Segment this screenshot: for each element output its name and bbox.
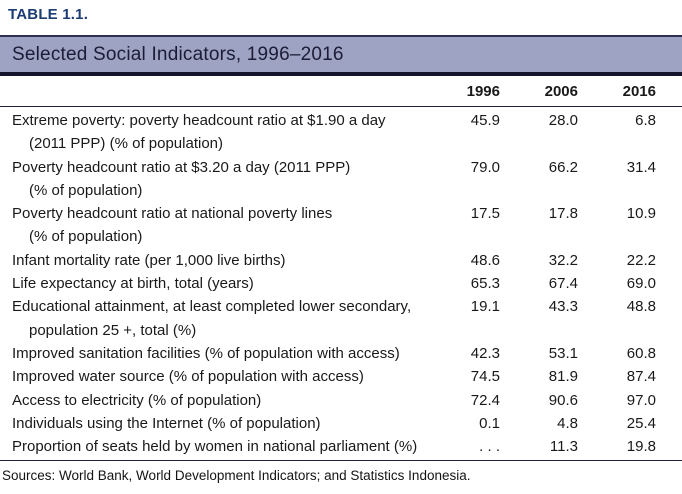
table-row: Life expectancy at birth, total (years) … bbox=[0, 272, 682, 295]
indicator-label: Individuals using the Internet (% of pop… bbox=[12, 414, 321, 432]
column-header-1996: 1996 bbox=[466, 82, 500, 100]
indicator-label: Poverty headcount ratio at national pove… bbox=[12, 205, 333, 246]
value-2006: 28.0 bbox=[548, 112, 578, 129]
value-2006: 11.3 bbox=[549, 438, 578, 456]
value-1996: 65.3 bbox=[470, 275, 500, 293]
value-2016: 22.2 bbox=[626, 251, 656, 269]
column-header-2006: 2006 bbox=[544, 82, 578, 100]
indicator-label: Educational attainment, at least complet… bbox=[12, 298, 412, 339]
value-2006: 66.2 bbox=[548, 158, 578, 176]
indicator-label: Improved sanitation facilities (% of pop… bbox=[12, 344, 400, 362]
table-row: Improved sanitation facilities (% of pop… bbox=[0, 342, 682, 365]
source-band: Sources: World Bank, World Development I… bbox=[0, 460, 682, 485]
value-1996: 45.9 bbox=[470, 112, 500, 129]
value-1996: 74.5 bbox=[470, 368, 500, 386]
value-2006: 4.8 bbox=[557, 414, 578, 432]
value-2016: 97.0 bbox=[626, 391, 656, 409]
value-2016: 25.4 bbox=[626, 414, 656, 432]
table-row: Infant mortality rate (per 1,000 live bi… bbox=[0, 249, 682, 272]
value-2006: 67.4 bbox=[548, 275, 578, 293]
value-2006: 81.9 bbox=[548, 368, 578, 386]
table-title: Selected Social Indicators, 1996–2016 bbox=[12, 43, 344, 65]
indicator-label: Access to electricity (% of population) bbox=[12, 391, 262, 409]
table-row: Individuals using the Internet (% of pop… bbox=[0, 412, 682, 435]
table-row: Proportion of seats held by women in nat… bbox=[0, 435, 682, 458]
value-2016: 60.8 bbox=[626, 344, 656, 362]
value-1996: 48.6 bbox=[470, 251, 500, 269]
value-1996: 79.0 bbox=[470, 158, 500, 176]
value-1996: 42.3 bbox=[470, 344, 500, 362]
table-row: Poverty headcount ratio at $3.20 a day (… bbox=[0, 156, 682, 203]
value-1996: 17.5 bbox=[470, 205, 500, 223]
value-2006: 53.1 bbox=[548, 344, 578, 362]
value-2016: 19.8 bbox=[626, 438, 656, 456]
value-2016: 10.9 bbox=[626, 205, 656, 223]
table-number-label: TABLE 1.1. bbox=[8, 6, 89, 23]
value-1996: 19.1 bbox=[470, 298, 500, 316]
indicator-label: Proportion of seats held by women in nat… bbox=[12, 438, 418, 456]
table-body: Extreme poverty: poverty headcount ratio… bbox=[0, 107, 682, 458]
column-header-row: 1996 2006 2016 bbox=[0, 76, 682, 107]
value-2016: 69.0 bbox=[626, 275, 656, 293]
value-2006: 32.2 bbox=[548, 251, 578, 269]
indicator-label: Life expectancy at birth, total (years) bbox=[12, 275, 254, 293]
table-row: Access to electricity (% of population) … bbox=[0, 389, 682, 412]
value-1996: 72.4 bbox=[470, 391, 500, 409]
table-row: Poverty headcount ratio at national pove… bbox=[0, 202, 682, 249]
value-2006: 43.3 bbox=[548, 298, 578, 316]
value-2006: 17.8 bbox=[548, 205, 578, 223]
indicator-label: Improved water source (% of population w… bbox=[12, 368, 364, 386]
table-row: Educational attainment, at least complet… bbox=[0, 295, 682, 342]
value-2016: 31.4 bbox=[626, 158, 656, 176]
indicator-label: Infant mortality rate (per 1,000 live bi… bbox=[12, 251, 286, 269]
column-header-2016: 2016 bbox=[622, 82, 656, 100]
table-row: Improved water source (% of population w… bbox=[0, 365, 682, 388]
value-2016: 48.8 bbox=[626, 298, 656, 316]
indicator-label: Poverty headcount ratio at $3.20 a day (… bbox=[12, 158, 351, 199]
value-1996: 0.1 bbox=[479, 414, 500, 432]
value-2006: 90.6 bbox=[548, 391, 578, 409]
indicator-label: Extreme poverty: poverty headcount ratio… bbox=[12, 112, 386, 153]
value-2016: 87.4 bbox=[626, 368, 656, 386]
table-title-banner: Selected Social Indicators, 1996–2016 bbox=[0, 35, 682, 76]
table-row: Extreme poverty: poverty headcount ratio… bbox=[0, 109, 682, 156]
value-1996: . . . bbox=[479, 438, 500, 456]
value-2016: 6.8 bbox=[635, 112, 656, 129]
source-note: Sources: World Bank, World Development I… bbox=[2, 468, 471, 484]
